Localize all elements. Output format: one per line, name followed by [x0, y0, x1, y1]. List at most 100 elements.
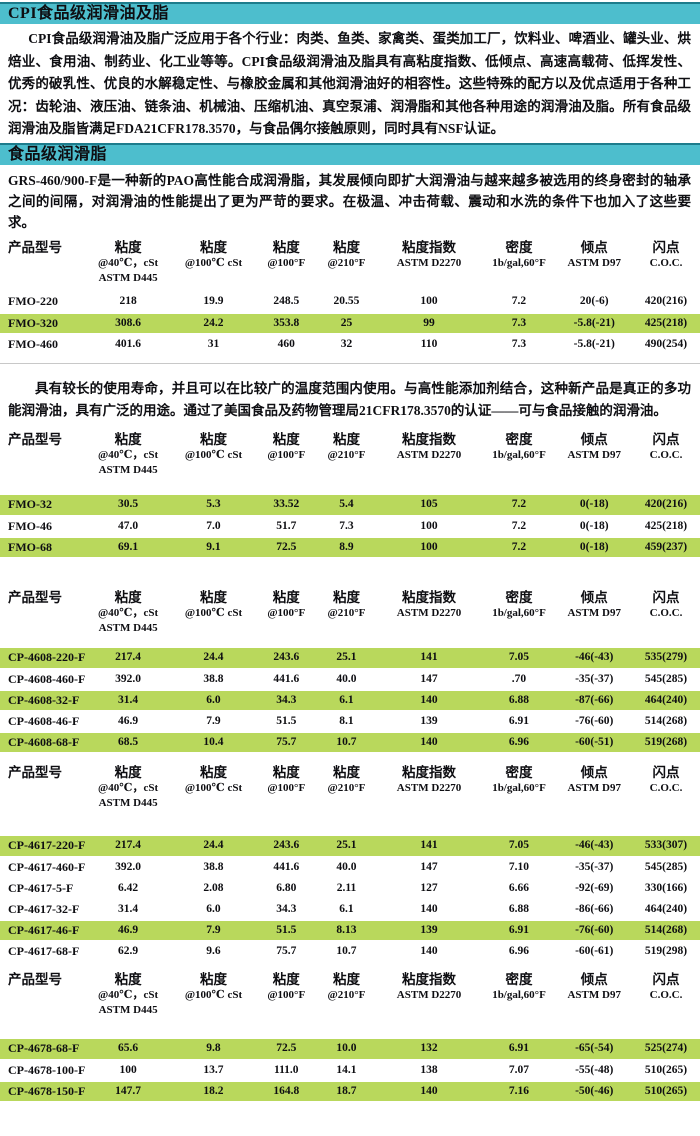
fmo-light-series-table: 产品型号 粘度 @40℃，cSt ASTM D445 粘度 @100℃ cSt 粘度 @100… [0, 431, 700, 559]
column-title: 粘度 [199, 431, 227, 447]
spec-value-cell: 10.7 [336, 735, 357, 748]
column-header-0: 产品型号 [0, 239, 85, 292]
spec-value-cell: 25 [340, 316, 353, 329]
spec-value-cell: 40.0 [336, 860, 357, 873]
spec-value-cell: 392.0 [115, 860, 142, 873]
spec-value-cell: 7.05 [508, 651, 530, 663]
spec-value-cell: 545(285) [644, 860, 688, 873]
table-row: CP-4617-32-F 31.4 6.0 34.3 6.1 140 6.88 -86(-66… [0, 899, 700, 920]
table-header-row: 产品型号 粘度 @40℃，cSt ASTM D445 粘度 @100℃ cSt 粘度 @100… [0, 971, 700, 1039]
column-header-5: 粘度指数 ASTM D2270 [377, 239, 482, 292]
spec-value-cell: 5.4 [339, 498, 354, 510]
spec-value-cell: 18.2 [203, 1084, 224, 1097]
column-subtitle: ASTM D97 [567, 781, 621, 794]
spec-table-fmo-heavy: 产品型号 粘度 @40℃，cSt ASTM D445 粘度 @100℃ cSt 粘度 @100… [0, 239, 700, 356]
spec-value-cell: 535(279) [644, 651, 688, 663]
spec-value-cell: 46.9 [118, 714, 139, 727]
table-header-row: 产品型号 粘度 @40℃，cSt ASTM D445 粘度 @100℃ cSt 粘度 @100… [0, 589, 700, 648]
spec-value-cell: 0(-18) [579, 498, 609, 510]
spec-value-cell: 8.9 [339, 540, 354, 553]
column-subtitle: 1b/gal,60°F [492, 988, 546, 1001]
spec-value-cell: 68.5 [118, 735, 139, 748]
column-title: 密度 [505, 239, 533, 255]
column-title: 粘度指数 [402, 431, 457, 447]
column-title: 倾点 [580, 971, 608, 987]
column-subtitle: @210°F [327, 781, 366, 794]
column-subtitle: @210°F [327, 988, 366, 1001]
column-header-4: 粘度 @210°F [316, 971, 376, 1039]
column-header-1: 粘度 @40℃，cSt ASTM D445 [85, 971, 170, 1039]
spec-value-cell: 6.96 [508, 735, 530, 748]
table-row: FMO-32 30.5 5.3 33.52 5.4 105 7.2 0(-18) 420(216… [0, 494, 700, 516]
spec-value-cell: 217.4 [115, 651, 142, 663]
column-subtitle: ASTM D2270 [396, 988, 462, 1001]
spec-value-cell: 140 [420, 902, 438, 915]
spec-value-cell: 100 [420, 540, 438, 553]
section-title-food-grade-grease: 食品级润滑脂 [0, 142, 700, 165]
spec-value-cell: 10.0 [336, 1042, 357, 1054]
column-subtitle: @100°F [267, 256, 306, 269]
column-header-8: 闪点 C.O.C. [632, 431, 700, 495]
product-model-cell: CP-4608-32-F [8, 692, 80, 707]
spec-value-cell: 51.5 [276, 714, 297, 727]
column-subtitle: C.O.C. [649, 256, 683, 269]
product-model-cell: CP-4617-460-F [8, 859, 86, 874]
spec-value-cell: 140 [420, 944, 438, 957]
spec-value-cell: 7.2 [511, 498, 527, 510]
spec-value-cell: 100 [420, 295, 438, 307]
cp-4617-series-table: 产品型号 粘度 @40℃，cSt ASTM D445 粘度 @100℃ cSt 粘度 @100… [0, 764, 700, 963]
spec-value-cell: -76(-60) [575, 714, 614, 727]
column-header-8: 闪点 C.O.C. [632, 239, 700, 292]
spec-value-cell: 100 [420, 519, 438, 532]
spec-value-cell: 25.1 [336, 651, 357, 663]
column-subtitle: @100°F [267, 448, 306, 461]
spec-value-cell: 425(218) [644, 316, 688, 329]
spec-value-cell: 510(265) [644, 1063, 688, 1076]
column-subtitle: @100°F [267, 606, 306, 619]
spec-value-cell: 0(-18) [579, 519, 609, 532]
table-row: CP-4608-220-F 217.4 24.4 243.6 25.1 141 7.05 -4… [0, 647, 700, 669]
column-header-5: 粘度指数 ASTM D2270 [377, 589, 482, 648]
column-subtitle: C.O.C. [649, 988, 683, 1001]
spec-table-cp-4678: 产品型号 粘度 @40℃，cSt ASTM D445 粘度 @100℃ cSt 粘度 @100… [0, 971, 700, 1103]
spec-value-cell: -55(-48) [575, 1063, 614, 1076]
spec-value-cell: 243.6 [273, 839, 300, 851]
spec-value-cell: 545(285) [644, 672, 688, 685]
column-header-0: 产品型号 [0, 589, 85, 648]
column-title: 粘度 [199, 239, 227, 255]
spec-value-cell: 7.07 [508, 1063, 530, 1076]
table-header-row: 产品型号 粘度 @40℃，cSt ASTM D445 粘度 @100℃ cSt 粘度 @100… [0, 431, 700, 495]
column-title: 粘度 [199, 589, 227, 605]
spec-value-cell: -35(-37) [575, 860, 614, 873]
column-header-7: 倾点 ASTM D97 [556, 764, 632, 836]
column-subtitle: 1b/gal,60°F [492, 448, 546, 461]
column-subtitle: ASTM D2270 [396, 606, 462, 619]
spec-value-cell: 9.6 [206, 944, 221, 957]
column-subtitle: @40℃，cSt [98, 988, 159, 1001]
table-row: CP-4608-32-F 31.4 6.0 34.3 6.1 140 6.88 -87(-66… [0, 689, 700, 711]
spec-value-cell: 464(240) [644, 902, 688, 915]
fmo-heavy-series-table: 产品型号 粘度 @40℃，cSt ASTM D445 粘度 @100℃ cSt 粘度 @100… [0, 239, 700, 356]
spec-value-cell: 7.2 [511, 295, 527, 307]
column-header-4: 粘度 @210°F [316, 589, 376, 648]
spec-value-cell: -35(-37) [575, 672, 614, 685]
spec-value-cell: 20.55 [333, 295, 360, 307]
spec-table-fmo-light: 产品型号 粘度 @40℃，cSt ASTM D445 粘度 @100℃ cSt 粘度 @100… [0, 431, 700, 559]
column-standard: ASTM D445 [98, 796, 158, 809]
column-title: 产品型号 [8, 239, 62, 255]
column-title: 倾点 [580, 589, 608, 605]
column-header-1: 粘度 @40℃，cSt ASTM D445 [85, 764, 170, 836]
spec-value-cell: 5.3 [206, 498, 221, 510]
column-title: 产品型号 [8, 764, 62, 780]
spec-value-cell: 7.05 [508, 839, 530, 851]
column-title: 倾点 [580, 764, 608, 780]
column-title: 闪点 [652, 764, 680, 780]
spec-value-cell: -65(-54) [575, 1042, 614, 1054]
spec-value-cell: -46(-43) [575, 839, 614, 851]
column-header-7: 倾点 ASTM D97 [556, 239, 632, 292]
column-subtitle: ASTM D97 [567, 256, 621, 269]
spec-value-cell: 514(268) [644, 923, 688, 936]
column-title: 粘度 [114, 971, 142, 987]
spec-value-cell: 533(307) [644, 839, 688, 851]
column-subtitle: @100°F [267, 988, 306, 1001]
